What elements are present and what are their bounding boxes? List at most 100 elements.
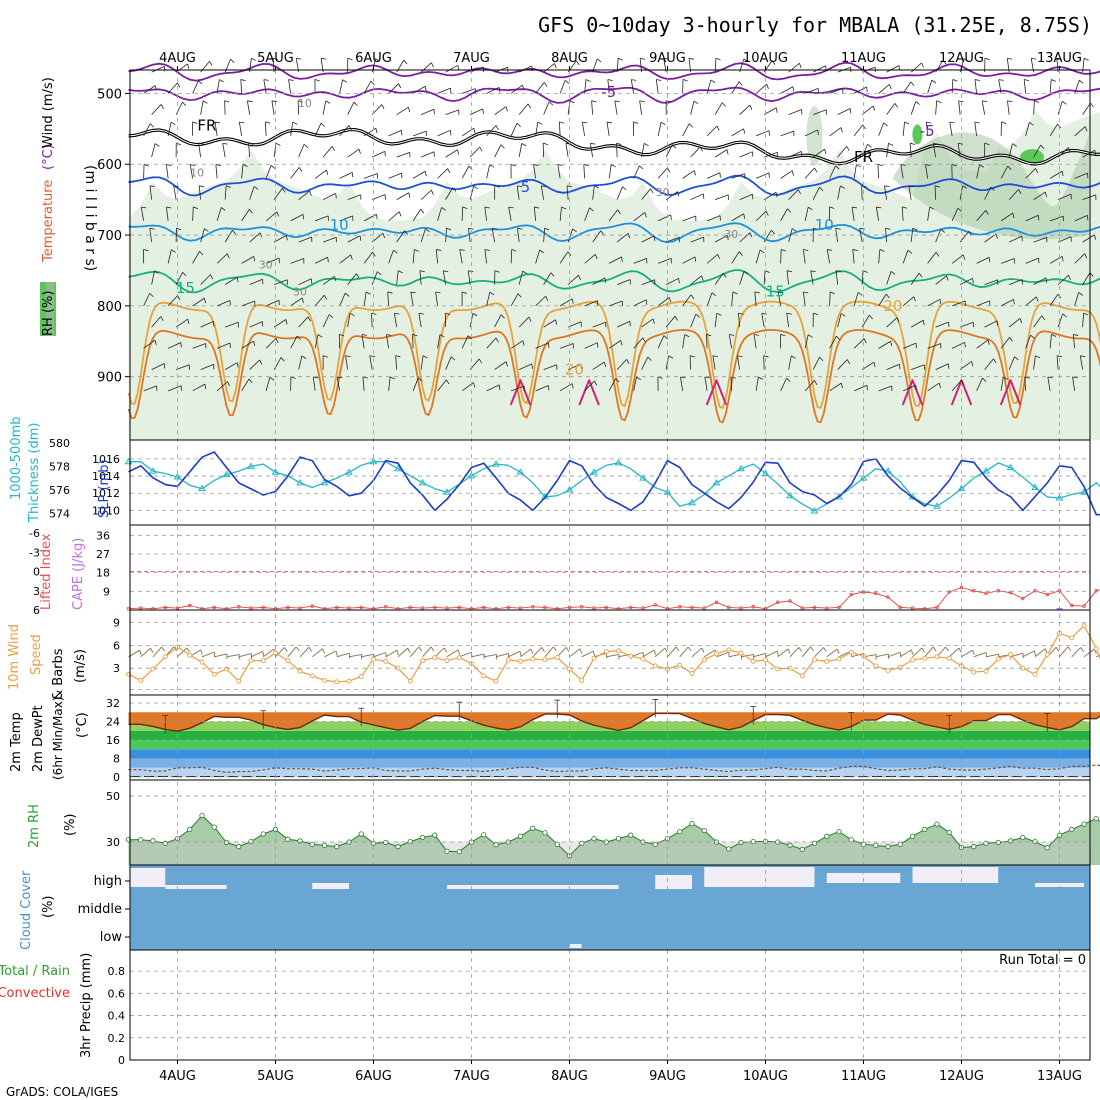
wind-barb-flag — [753, 334, 760, 336]
lifted-index-point — [653, 603, 657, 607]
wind-barb-flag — [617, 209, 621, 215]
wind-barb — [518, 363, 533, 370]
wind-barb — [314, 215, 329, 222]
wind-barb-flag — [730, 376, 736, 379]
wind-barb-flag — [544, 227, 550, 231]
wind-speed-point — [554, 655, 560, 661]
wind10m-barb-flag — [1055, 647, 1060, 652]
wind-barb — [902, 342, 917, 349]
wind-barb — [1025, 296, 1037, 307]
wind-barb-flag — [885, 293, 890, 299]
wind-barb-flag — [1045, 277, 1048, 283]
wind-barb-flag — [564, 80, 570, 84]
rh2m-point — [738, 839, 744, 846]
wind10m-barb — [740, 654, 754, 658]
wind-barb-flag — [787, 208, 792, 213]
wind-barb — [216, 381, 228, 392]
wind-barb-flag — [473, 128, 476, 134]
wind10m-barb — [422, 646, 432, 658]
rh2m-point — [309, 841, 315, 847]
wind-barb — [1033, 355, 1036, 370]
wind-barb — [976, 256, 990, 264]
wind-barb — [910, 319, 924, 328]
wind-barb — [445, 356, 452, 370]
rh2m-point — [628, 832, 634, 838]
wind10m-barb-flag — [823, 647, 827, 652]
wind-barb — [951, 341, 965, 349]
wind-speed-point — [873, 663, 879, 669]
wind-barb-flag — [949, 121, 955, 124]
wind-barb — [763, 151, 778, 158]
wind-barb — [517, 228, 520, 243]
wind-barb-flag — [712, 355, 718, 358]
lifted-index-point — [1033, 588, 1037, 593]
wind-barb — [812, 186, 820, 200]
wind-barb — [339, 292, 346, 307]
lifted-index-point — [910, 606, 915, 610]
wind-barb — [558, 121, 561, 136]
wind-barb-flag — [594, 185, 600, 189]
wind-barb-flag — [791, 228, 797, 232]
wind-barb-flag — [1061, 171, 1064, 177]
cape-tick-label: 18 — [96, 567, 110, 580]
wind-barb — [143, 123, 151, 137]
wind-barb — [712, 355, 716, 370]
wind-barb — [606, 121, 610, 136]
wind-barb — [290, 335, 298, 349]
wind-barb — [149, 185, 153, 200]
wind-barb — [826, 249, 831, 264]
wind-barb — [290, 297, 303, 307]
wind-barb-flag — [1012, 143, 1017, 147]
wind-barb-flag — [199, 185, 205, 188]
wind-barb-flag — [1062, 100, 1067, 105]
wind-barb — [265, 211, 278, 222]
wind-barb-flag — [192, 121, 198, 124]
wind-speed-point — [297, 668, 303, 674]
wind-barb — [322, 100, 327, 115]
wind-barb — [1057, 236, 1072, 243]
wind-barb-flag — [517, 293, 522, 298]
wind10m-barb — [373, 652, 386, 658]
wind-barb-flag — [672, 144, 677, 149]
wind-barb — [339, 125, 350, 137]
wind-barb-flag — [296, 57, 302, 60]
thickness-point — [614, 458, 623, 466]
wind-barb-flag — [495, 125, 499, 130]
wind-barb — [314, 169, 327, 179]
wind-speed-point — [1008, 652, 1013, 657]
rh2m-point — [750, 838, 756, 845]
date-label-top: 13AUG — [1037, 51, 1082, 66]
wind-barb — [559, 206, 562, 221]
wind-barb — [927, 79, 933, 94]
wind-barb — [665, 144, 673, 158]
wind10m-barb — [765, 650, 778, 658]
wind-barb-flag — [694, 256, 697, 262]
wind-barb-flag — [622, 186, 627, 191]
wind-barb-flag — [1084, 253, 1088, 259]
wind-barb — [581, 122, 586, 136]
wind-barb — [192, 206, 194, 221]
wind-barb-flag — [1007, 165, 1012, 170]
wind-barb-flag — [288, 79, 294, 81]
wind-barb-flag — [840, 185, 845, 189]
wind-barb — [755, 249, 761, 264]
wind-barb — [298, 355, 303, 370]
wind-barb — [1024, 376, 1027, 391]
wind-barb — [607, 79, 610, 94]
wind-barb — [192, 383, 206, 392]
wind-barb — [633, 377, 637, 391]
wind-barb-flag — [571, 383, 574, 389]
pressure-tick-label: 500 — [97, 87, 122, 102]
wind10m-barb-flag — [958, 647, 962, 653]
wind-barb — [877, 164, 880, 179]
wind-barb-flag — [869, 314, 873, 320]
wind-barb — [371, 150, 386, 158]
wind-barb-flag — [382, 233, 386, 239]
precip-tick-label: 0.8 — [108, 965, 126, 978]
rh2m-point — [1044, 845, 1050, 851]
wind-barb — [263, 79, 267, 94]
wind-barb — [804, 129, 818, 137]
wind-barb-flag — [972, 278, 974, 284]
wind-barb — [984, 279, 998, 285]
li-tick-label: 0 — [33, 566, 40, 579]
